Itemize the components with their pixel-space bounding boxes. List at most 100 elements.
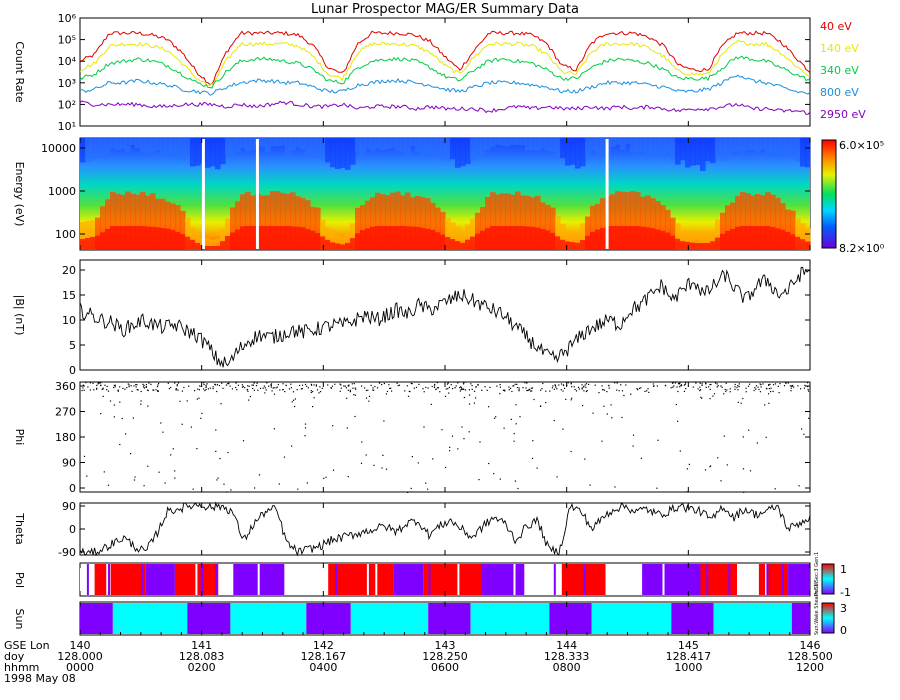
phi-point — [502, 389, 504, 391]
spectrogram-column — [410, 138, 416, 146]
phi-point — [792, 385, 794, 387]
phi-point — [344, 385, 346, 387]
spectrogram-column — [750, 138, 756, 151]
phi-point — [677, 420, 679, 422]
spectrogram-column — [210, 246, 216, 250]
phi-point — [282, 389, 284, 391]
spectrogram-column — [770, 227, 776, 250]
phi-point — [113, 416, 115, 418]
spectrogram-column — [295, 226, 301, 250]
phi-point — [764, 404, 766, 406]
spectrogram-column — [685, 138, 691, 168]
spectrogram-column — [350, 138, 356, 165]
phi-point — [606, 391, 608, 393]
phi-point — [499, 386, 501, 388]
phi-point — [616, 382, 618, 384]
pol-stripe — [335, 564, 338, 595]
spectrogram-column — [360, 138, 366, 157]
spectrogram-column — [295, 196, 301, 250]
phi-point — [737, 401, 739, 403]
phi-point — [783, 385, 786, 387]
phi-point — [96, 388, 98, 390]
phi-point — [460, 387, 463, 389]
phi-point — [756, 442, 758, 444]
spectrogram-column — [90, 220, 96, 250]
spectrogram-column — [165, 228, 171, 250]
spectrogram-column — [540, 138, 546, 149]
phi-point — [603, 405, 605, 407]
phi-point — [565, 398, 567, 400]
phi-point — [701, 384, 703, 386]
spectrogram-column — [625, 138, 631, 145]
phi-point — [304, 383, 307, 386]
spectrogram-column — [155, 227, 161, 250]
phi-point — [724, 388, 726, 391]
phi-point — [339, 390, 341, 392]
phi-point — [121, 417, 123, 420]
xtick-lon: 140 — [70, 639, 91, 652]
phi-point — [433, 386, 436, 389]
spectrogram-column — [490, 192, 496, 250]
phi-point — [194, 390, 196, 392]
phi-point — [294, 398, 296, 400]
phi-point — [263, 385, 265, 387]
spectrogram-column — [630, 138, 636, 152]
spectrogram-column — [305, 229, 311, 250]
spectrogram-column — [225, 236, 231, 250]
phi-point — [237, 384, 239, 386]
phi-point — [140, 403, 142, 405]
phi-point — [264, 392, 266, 394]
pol-stripe — [366, 564, 369, 595]
phi-point — [723, 393, 725, 395]
spectrogram-column — [640, 226, 646, 250]
phi-point — [766, 388, 768, 390]
spectrogram-column — [295, 138, 301, 148]
phi-point — [113, 404, 115, 406]
phi-point — [347, 389, 349, 391]
series-line-140-ev — [79, 39, 811, 87]
phi-point — [106, 389, 108, 391]
spectrogram-column — [440, 211, 446, 250]
legend-entry: 40 eV — [820, 20, 852, 33]
phi-point — [468, 389, 470, 391]
phi-point — [745, 391, 747, 393]
phi-point — [512, 385, 514, 387]
phi-point — [606, 413, 608, 415]
spectrogram-column — [580, 223, 586, 250]
spectrogram-column — [365, 200, 371, 250]
phi-point — [779, 383, 781, 385]
phi-point — [170, 386, 172, 389]
spectrogram-column — [770, 138, 776, 153]
phi-point — [481, 389, 483, 391]
spectrogram-column — [620, 191, 626, 250]
spectrogram-column — [235, 201, 241, 250]
phi-point — [700, 389, 702, 391]
phi-point — [175, 389, 177, 391]
spectrogram-column — [800, 239, 806, 250]
sun-segment — [350, 603, 429, 634]
phi-point — [585, 386, 587, 388]
spectrogram-column — [160, 138, 166, 155]
pol-stripe — [548, 564, 551, 595]
phi-point — [323, 477, 325, 479]
phi-point — [450, 384, 452, 386]
phi-point — [89, 389, 91, 391]
pol-colorbar — [821, 563, 835, 595]
phi-point — [278, 483, 280, 485]
xtick-lon: 144 — [556, 639, 577, 652]
spectrogram-column — [595, 229, 601, 250]
spectrogram-column — [590, 231, 596, 250]
phi-point — [207, 388, 209, 390]
spectrogram-column — [535, 227, 541, 250]
spectrogram-column — [100, 206, 106, 250]
phi-point — [748, 429, 750, 431]
phi-point — [517, 487, 519, 490]
spectrogram-column — [790, 234, 796, 250]
spectrogram-column — [270, 138, 276, 147]
xaxis-row-gse-lon: GSE Lon — [4, 639, 50, 652]
spectrogram-column — [125, 138, 131, 152]
phi-point — [404, 390, 406, 392]
ylabel-theta: Theta — [13, 512, 26, 545]
phi-point — [146, 389, 149, 391]
